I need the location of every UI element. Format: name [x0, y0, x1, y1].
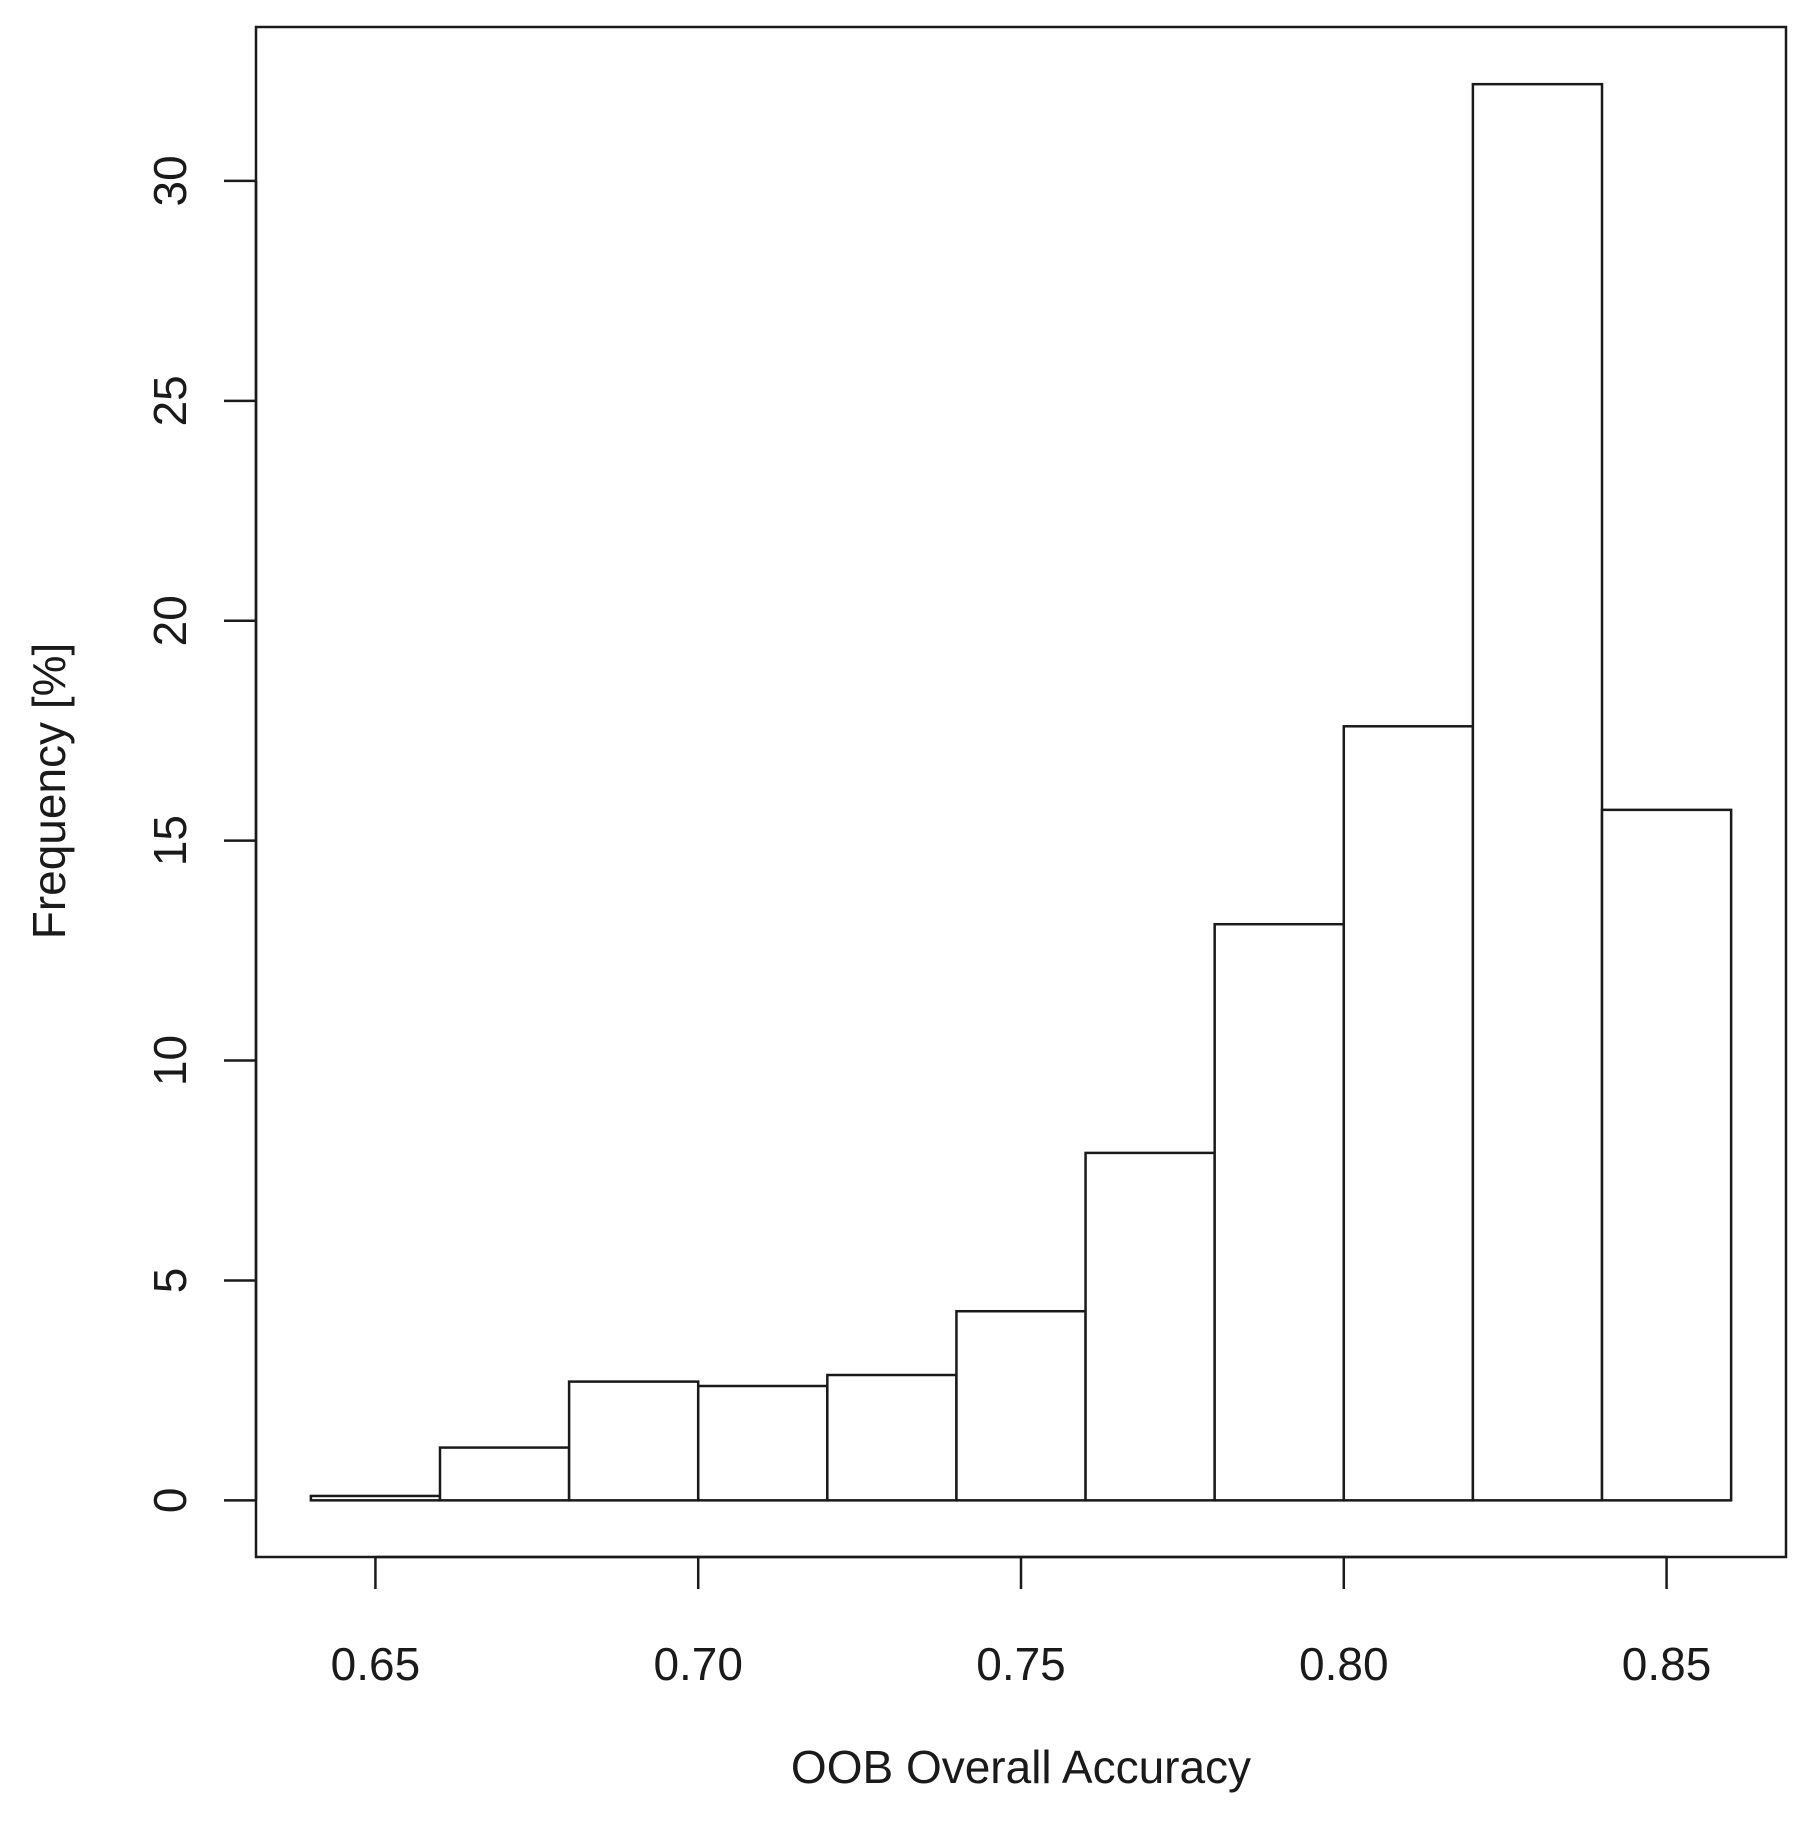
- y-tick-label-7: 30: [144, 155, 196, 206]
- x-axis: 0.65 0.70 0.75 0.80 0.85: [331, 1555, 1712, 1690]
- x-tick-label-4: 0.80: [1299, 1638, 1389, 1690]
- y-tick-label-1: 0: [144, 1488, 196, 1514]
- y-tick-label-2: 5: [144, 1268, 196, 1294]
- histogram-bar-10: [1471, 82, 1604, 1502]
- y-tick-label-6: 25: [144, 375, 196, 426]
- x-tick-label-2: 0.70: [653, 1638, 743, 1690]
- histogram-bar-11: [1600, 808, 1733, 1502]
- y-tick-label-3: 10: [144, 1035, 196, 1086]
- histogram-bar-8: [1213, 922, 1346, 1502]
- histogram-bar-3: [567, 1380, 700, 1502]
- histogram-bar-7: [1084, 1151, 1216, 1502]
- x-axis-label: OOB Overall Accuracy: [791, 1741, 1251, 1793]
- y-tick-label-4: 15: [144, 815, 196, 866]
- x-tick-label-5: 0.85: [1622, 1638, 1712, 1690]
- bars-group: [309, 82, 1733, 1502]
- histogram-bar-9: [1342, 725, 1475, 1502]
- histogram-bar-5: [826, 1373, 958, 1502]
- y-axis: 0 5 10 15 20 25 30: [144, 155, 258, 1514]
- y-axis-label: Frequency [%]: [23, 643, 75, 940]
- histogram-bar-1: [309, 1494, 442, 1502]
- histogram-bar-2: [438, 1446, 571, 1502]
- y-tick-label-5: 20: [144, 595, 196, 646]
- x-tick-label-1: 0.65: [331, 1638, 421, 1690]
- x-tick-label-3: 0.75: [976, 1638, 1066, 1690]
- histogram-bar-6: [955, 1309, 1087, 1502]
- histogram-bar-4: [696, 1384, 829, 1502]
